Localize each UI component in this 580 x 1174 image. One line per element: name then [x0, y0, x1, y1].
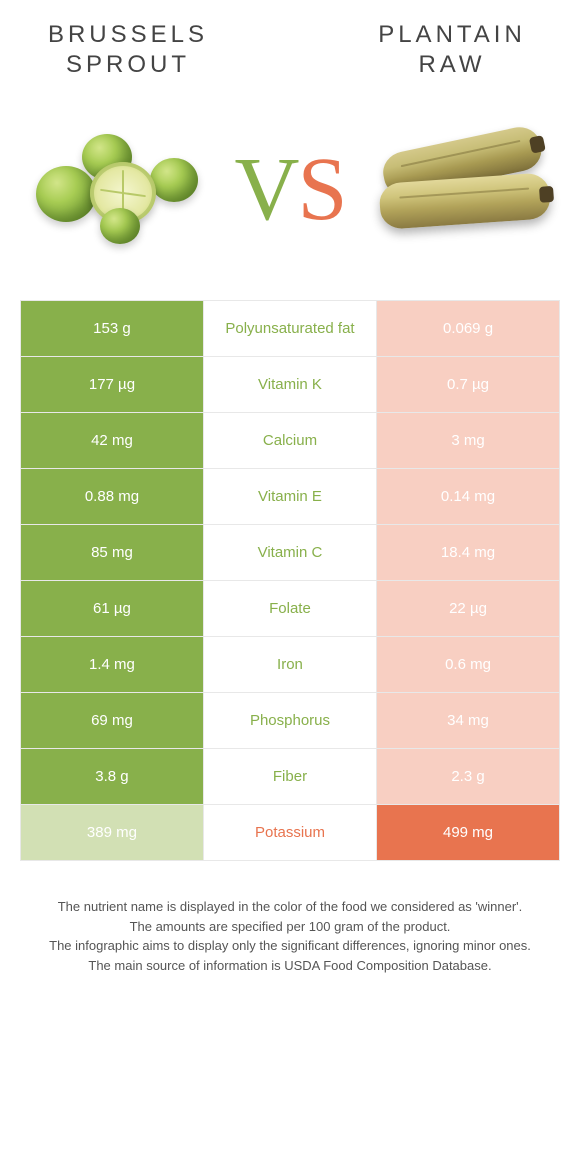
value-left: 69 mg	[21, 693, 204, 748]
titles-row: Brussels sprout Plantain raw	[20, 20, 560, 80]
food-image-left	[30, 110, 210, 270]
nutrient-label: Polyunsaturated fat	[204, 301, 376, 356]
food-title-left: Brussels sprout	[20, 20, 236, 80]
value-right: 2.3 g	[376, 749, 559, 804]
nutrient-label: Vitamin K	[204, 357, 376, 412]
table-row: 85 mgVitamin C18.4 mg	[21, 525, 559, 581]
value-left: 153 g	[21, 301, 204, 356]
note-line-4: The main source of information is USDA F…	[44, 956, 536, 976]
value-right: 0.6 mg	[376, 637, 559, 692]
value-left: 85 mg	[21, 525, 204, 580]
value-right: 3 mg	[376, 413, 559, 468]
value-left: 3.8 g	[21, 749, 204, 804]
nutrient-label: Calcium	[204, 413, 376, 468]
value-left: 1.4 mg	[21, 637, 204, 692]
table-row: 42 mgCalcium3 mg	[21, 413, 559, 469]
value-left: 0.88 mg	[21, 469, 204, 524]
vs-letter-s: S	[297, 140, 345, 239]
notes-block: The nutrient name is displayed in the co…	[20, 861, 560, 975]
value-left: 177 µg	[21, 357, 204, 412]
table-row: 0.88 mgVitamin E0.14 mg	[21, 469, 559, 525]
value-right: 499 mg	[376, 805, 559, 860]
nutrient-label: Phosphorus	[204, 693, 376, 748]
value-left: 42 mg	[21, 413, 204, 468]
nutrient-label: Iron	[204, 637, 376, 692]
value-right: 0.7 µg	[376, 357, 559, 412]
vs-label: VS	[234, 145, 345, 235]
table-row: 69 mgPhosphorus34 mg	[21, 693, 559, 749]
value-right: 18.4 mg	[376, 525, 559, 580]
value-left: 389 mg	[21, 805, 204, 860]
value-right: 0.14 mg	[376, 469, 559, 524]
nutrient-label: Vitamin C	[204, 525, 376, 580]
nutrient-label: Vitamin E	[204, 469, 376, 524]
table-row: 3.8 gFiber2.3 g	[21, 749, 559, 805]
value-right: 22 µg	[376, 581, 559, 636]
table-row: 1.4 mgIron0.6 mg	[21, 637, 559, 693]
nutrient-label: Potassium	[204, 805, 376, 860]
infographic-container: Brussels sprout Plantain raw VS 153 gPol…	[0, 0, 580, 975]
nutrient-table: 153 gPolyunsaturated fat0.069 g177 µgVit…	[20, 300, 560, 861]
value-left: 61 µg	[21, 581, 204, 636]
brussels-sprout-icon	[30, 120, 210, 260]
value-right: 0.069 g	[376, 301, 559, 356]
food-image-right	[370, 110, 550, 270]
food-title-right: Plantain raw	[344, 20, 560, 80]
table-row: 389 mgPotassium499 mg	[21, 805, 559, 861]
table-row: 61 µgFolate22 µg	[21, 581, 559, 637]
table-row: 177 µgVitamin K0.7 µg	[21, 357, 559, 413]
nutrient-label: Folate	[204, 581, 376, 636]
nutrient-label: Fiber	[204, 749, 376, 804]
plantain-icon	[370, 120, 550, 260]
images-row: VS	[20, 100, 560, 300]
value-right: 34 mg	[376, 693, 559, 748]
table-row: 153 gPolyunsaturated fat0.069 g	[21, 301, 559, 357]
vs-letter-v: V	[234, 140, 297, 239]
note-line-3: The infographic aims to display only the…	[44, 936, 536, 956]
note-line-2: The amounts are specified per 100 gram o…	[44, 917, 536, 937]
note-line-1: The nutrient name is displayed in the co…	[44, 897, 536, 917]
